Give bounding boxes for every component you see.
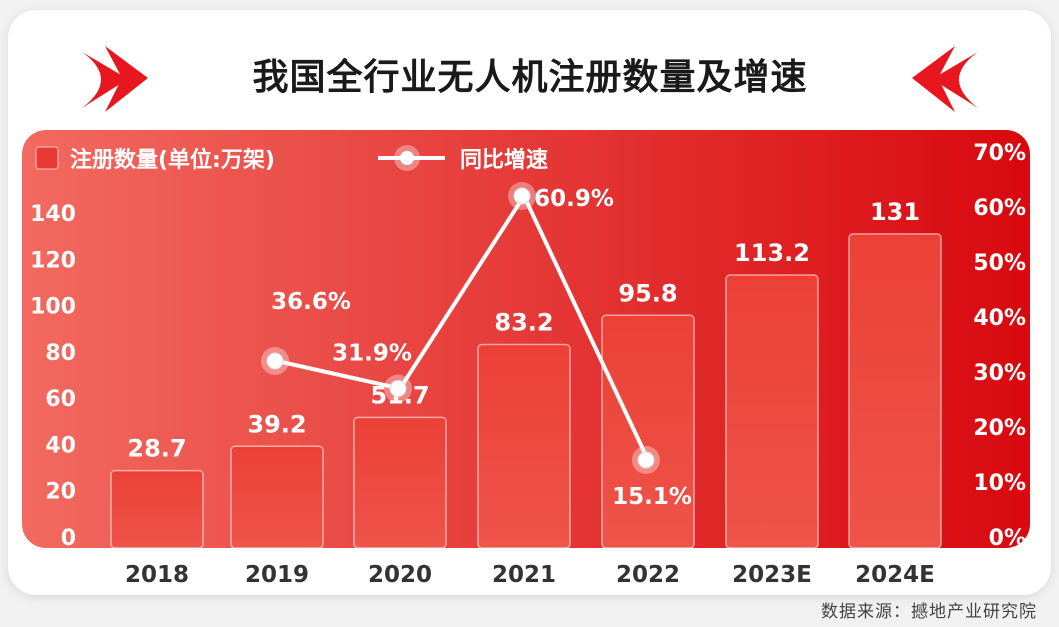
- bar-value-label: 28.7: [127, 435, 186, 463]
- bar: [110, 469, 204, 549]
- legend-bar-swatch: [35, 146, 59, 170]
- title-left-chevron-icon: [82, 46, 148, 112]
- right-axis-tick: 0%: [989, 526, 1026, 551]
- right-axis: 0% 10% 20% 30% 40% 50% 60% 70%: [973, 141, 1026, 551]
- category-label: 2022: [616, 562, 680, 588]
- right-axis-tick: 10%: [973, 471, 1026, 496]
- right-axis-tick: 20%: [973, 416, 1026, 441]
- legend-bar-label: 注册数量(单位:万架): [70, 147, 275, 173]
- growth-point: [513, 187, 531, 205]
- right-axis-tick: 50%: [973, 251, 1026, 276]
- source-note: 数据来源：撼地产业研究院: [821, 602, 1037, 622]
- left-axis-tick: 20: [45, 480, 76, 505]
- bar: [601, 314, 695, 549]
- chart-title: 我国全行业无人机注册数量及增速: [252, 57, 808, 98]
- left-axis-tick: 40: [45, 433, 76, 458]
- category-label: 2018: [125, 562, 189, 588]
- growth-point: [266, 352, 284, 370]
- bar-value-label: 131: [870, 198, 920, 226]
- left-axis-tick: 0: [61, 526, 76, 551]
- bar: [477, 343, 571, 549]
- growth-value-label: 15.1%: [612, 484, 692, 510]
- right-axis-tick: 60%: [973, 196, 1026, 221]
- growth-value-label: 36.6%: [271, 289, 351, 315]
- bar-value-label: 95.8: [618, 279, 677, 307]
- bar-value-label: 113.2: [734, 239, 810, 267]
- category-label: 2021: [492, 562, 556, 588]
- left-axis-tick: 80: [45, 341, 76, 366]
- legend: 注册数量(单位:万架) 同比增速: [35, 145, 548, 173]
- title-right-chevron-icon: [912, 46, 978, 112]
- growth-value-label: 60.9%: [534, 186, 614, 212]
- category-label: 2019: [245, 562, 309, 588]
- growth-line-series: 36.6% 31.9% 60.9% 15.1%: [261, 182, 692, 510]
- legend-line-marker-core: [400, 151, 414, 165]
- category-label: 2020: [368, 562, 432, 588]
- right-axis-tick: 40%: [973, 306, 1026, 331]
- left-axis-tick: 140: [30, 202, 76, 227]
- left-axis-tick: 120: [30, 248, 76, 273]
- bar: [848, 233, 942, 549]
- category-label: 2023E: [732, 562, 812, 588]
- right-axis-tick: 30%: [973, 361, 1026, 386]
- right-axis-tick: 70%: [973, 141, 1026, 166]
- bar: [230, 445, 324, 549]
- bar: [353, 416, 447, 549]
- bar: [725, 274, 819, 549]
- bar-value-label: 39.2: [247, 410, 306, 438]
- growth-point: [389, 380, 407, 397]
- legend-line-label: 同比增速: [460, 147, 548, 173]
- bar-value-label: 83.2: [494, 308, 553, 336]
- bar-series: [110, 233, 942, 549]
- growth-point: [637, 451, 655, 469]
- left-axis-tick: 60: [45, 387, 76, 412]
- category-axis: 2018 2019 2020 2021 2022 2023E 2024E: [125, 562, 935, 588]
- left-axis-tick: 100: [30, 295, 76, 320]
- category-label: 2024E: [855, 562, 935, 588]
- left-axis: 0 20 40 60 80 100 120 140: [30, 202, 76, 551]
- growth-line: [276, 194, 650, 461]
- growth-value-label: 31.9%: [332, 341, 412, 367]
